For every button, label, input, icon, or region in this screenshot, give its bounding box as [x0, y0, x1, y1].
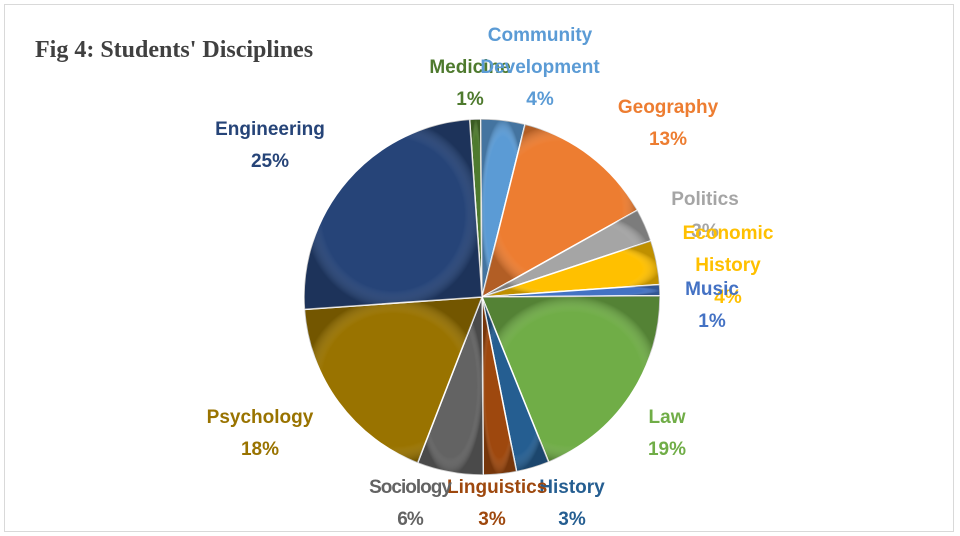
slice-value: 25%: [250, 151, 290, 172]
slice-label: Geography 13%: [603, 92, 733, 156]
slice-label: Politics 3%: [655, 184, 755, 248]
slice-name: Engineering: [215, 119, 325, 140]
slice-label: History 3%: [527, 472, 617, 536]
chart-title: Fig 4: Students' Disciplines: [35, 37, 314, 63]
slice-name: Sociology: [369, 477, 452, 498]
slice-name: Psychology: [206, 407, 314, 428]
slice-label: Music 1%: [677, 274, 747, 338]
slice-label: Linguistics 3%: [447, 472, 548, 536]
slice-value: 4%: [714, 287, 742, 308]
slice-name: Geography: [617, 97, 719, 118]
slice-label: Engineering 25%: [195, 114, 345, 178]
slice-value: 13%: [648, 129, 688, 150]
slice-label: Sociology 6%: [360, 472, 460, 536]
slice-value: 19%: [647, 439, 687, 460]
slice-label: Medicine 1%: [415, 52, 525, 116]
slice-label: Psychology 18%: [190, 402, 330, 466]
slice-name: Music: [685, 279, 739, 300]
slice-name: Community Development: [480, 25, 600, 78]
slice-name: History: [539, 477, 605, 498]
slice-value: 4%: [526, 89, 554, 110]
slice-label: Community Development 4%: [465, 20, 615, 116]
slice-value: 1%: [698, 311, 726, 332]
slice-value: 3%: [691, 221, 719, 242]
slice-label: Economic History 4%: [673, 218, 783, 314]
slice-label: Law 19%: [627, 402, 707, 466]
slice-name: Linguistics: [447, 477, 548, 498]
slice-value: 18%: [240, 439, 280, 460]
slice-name: Law: [648, 407, 686, 428]
slice-name: Economic History: [682, 223, 774, 276]
slice-name: Politics: [671, 189, 739, 210]
slice-value: 3%: [478, 509, 506, 530]
slice-value: 6%: [397, 509, 423, 530]
slice-value: 3%: [558, 509, 586, 530]
slice-value: 1%: [456, 89, 484, 110]
slice-name: Medicine: [429, 57, 511, 78]
